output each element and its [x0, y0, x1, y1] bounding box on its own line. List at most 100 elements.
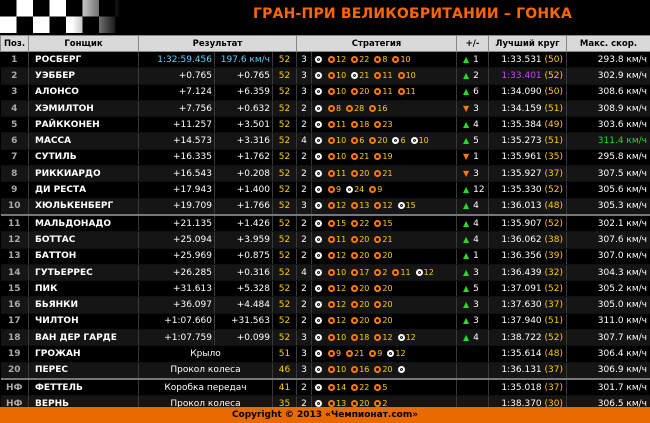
medium-tyre-icon [374, 120, 382, 128]
driver-name: БОТТАС [28, 231, 139, 249]
stint-laps: 20 [382, 300, 393, 310]
medium-tyre-icon [374, 88, 382, 96]
medium-tyre-icon [351, 55, 359, 63]
stint-laps: 11 [336, 234, 347, 244]
medium-tyre-icon [392, 55, 400, 63]
medium-tyre-icon [369, 104, 377, 112]
position-cell: 1 [0, 51, 29, 69]
position-cell: 10 [0, 198, 29, 216]
pitstops-cell: 2 [296, 100, 312, 118]
driver-name: ПЕРЕС [28, 362, 139, 380]
medium-tyre-icon [328, 366, 335, 374]
best-lap-time: 1:37.630 [501, 300, 542, 311]
medium-tyre-icon [328, 55, 335, 63]
best-lap-cell: 1:36.356 (39) [488, 248, 567, 265]
pitstops-cell: 3 [296, 345, 312, 363]
hard-tyre-icon [315, 137, 322, 145]
hard-tyre-icon [410, 137, 418, 145]
hard-tyre-icon [351, 71, 359, 79]
medium-tyre-icon [328, 137, 335, 145]
stint-laps: 13 [336, 398, 347, 408]
max-speed-cell: 307.5 км/ч [566, 165, 650, 183]
medium-tyre-icon [351, 202, 359, 210]
driver-name: ХЭМИЛТОН [28, 100, 139, 118]
hard-tyre-icon [315, 301, 322, 309]
position-change-cell: ▲ 1 [456, 248, 489, 265]
pitstops-cell: 4 [296, 132, 312, 150]
stint-laps: 20 [359, 87, 370, 97]
gap-cell: +25.969 [138, 248, 215, 265]
table-row: 1 РОСБЕРГ 1:32:59.456 197.6 км/ч 52 3 12 22 8 10 ▲… [0, 51, 650, 69]
best-lap-time: 1:36.013 [501, 201, 542, 212]
max-speed-cell: 308.6 км/ч [566, 84, 650, 101]
stint-laps: 20 [359, 398, 370, 408]
medium-tyre-icon [328, 169, 335, 177]
stint-laps: 16 [377, 103, 388, 113]
medium-tyre-icon [351, 235, 359, 243]
hard-tyre-icon [415, 268, 423, 276]
col-best-lap: Лучший круг [488, 35, 567, 52]
position-cell: 19 [0, 345, 29, 363]
max-speed-cell: 305.6 км/ч [566, 181, 650, 199]
strategy-cell: 15 22 15 [311, 213, 457, 233]
position-cell: 16 [0, 296, 29, 314]
arrow-up-icon: ▲ [463, 267, 470, 277]
best-lap-number: (35) [544, 152, 563, 163]
stint-laps: 12 [423, 267, 434, 277]
medium-tyre-icon [369, 137, 377, 145]
interval-cell: +6.359 [214, 84, 273, 101]
driver-name: УЭББЕР [28, 67, 139, 85]
hard-tyre-icon [315, 268, 322, 276]
position-change-value: 5 [473, 283, 479, 294]
best-lap-time: 1:38.722 [501, 332, 542, 343]
driver-name: МАССА [28, 132, 139, 150]
hard-tyre-icon [387, 349, 395, 357]
medium-tyre-icon [328, 71, 335, 79]
best-lap-cell: 1:35.907 (52) [488, 213, 567, 233]
position-change-cell: ▲ 3 [456, 296, 489, 314]
laps-cell: 52 [272, 248, 297, 265]
laps-cell: 52 [272, 116, 297, 134]
best-lap-time: 1:36.356 [501, 251, 542, 262]
hard-tyre-icon [315, 219, 322, 227]
max-speed-cell: 295.8 км/ч [566, 149, 650, 167]
driver-name: ЧИЛТОН [28, 313, 139, 331]
driver-name: ХЮЛЬКЕНБЕРГ [28, 198, 139, 216]
pitstops-cell: 3 [296, 329, 312, 347]
arrow-up-icon: ▲ [463, 316, 470, 326]
interval-cell: +0.099 [214, 329, 273, 347]
strategy-cell: 12 20 20 [311, 280, 457, 298]
best-lap-cell: 1:36.439 (32) [488, 264, 567, 282]
position-cell: 9 [0, 181, 29, 199]
stint-laps: 8 [336, 103, 342, 113]
pitstops-cell: 2 [296, 231, 312, 249]
laps-cell: 52 [272, 280, 297, 298]
position-change-value: 3 [473, 267, 479, 278]
position-change-value: 3 [473, 316, 479, 327]
best-lap-number: (50) [544, 87, 563, 98]
medium-tyre-icon [374, 366, 382, 374]
strategy-cell: 10 21 19 [311, 149, 457, 167]
stint-laps: 2 [382, 398, 388, 408]
medium-tyre-icon [374, 219, 382, 227]
checkered-flag-logo [0, 0, 120, 33]
laps-cell: 52 [272, 149, 297, 167]
stint-laps: 9 [336, 185, 342, 195]
medium-tyre-icon [328, 186, 335, 194]
best-lap-number: (49) [544, 119, 563, 130]
medium-tyre-icon [351, 88, 359, 96]
hard-tyre-icon [315, 284, 322, 292]
best-lap-cell: 1:36.131 (37) [488, 362, 567, 380]
stint-laps: 20 [359, 168, 370, 178]
best-lap-time: 1:35.273 [501, 136, 542, 147]
laps-cell: 46 [272, 362, 297, 380]
interval-cell: +0.316 [214, 264, 273, 282]
strategy-cell: 10 20 11 11 [311, 84, 457, 101]
stint-laps: 11 [400, 267, 411, 277]
hard-tyre-icon [315, 317, 322, 325]
results-table: Поз. Гонщик Результат Стратегия +/- Лучш… [0, 35, 650, 413]
hard-tyre-icon [315, 252, 322, 260]
strategy-cell: 10 6 20 6 10 [311, 132, 457, 150]
medium-tyre-icon [328, 252, 335, 260]
arrow-up-icon: ▲ [463, 234, 470, 244]
